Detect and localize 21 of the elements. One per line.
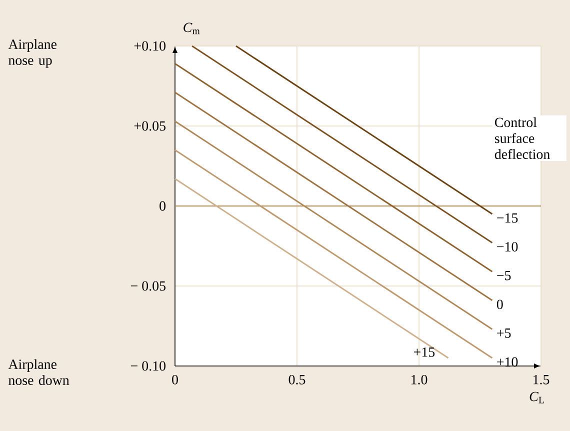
y-tick-label: 0 <box>160 201 166 211</box>
x-tick-label: 0.5 <box>288 374 306 384</box>
text: Airplane nose up <box>8 39 57 68</box>
series-label: +5 <box>497 328 511 338</box>
legend-title: Control surface deflection <box>494 117 550 160</box>
y-tick-label: − 0.05 <box>130 281 166 291</box>
series-label: +10 <box>497 357 518 367</box>
series-label: −10 <box>497 242 518 252</box>
x-tick-label: 0 <box>172 374 178 384</box>
y-axis-title: C$_{m}$ <box>184 22 200 34</box>
text: Airplane nose down <box>8 359 70 385</box>
x-tick-label: 1.5 <box>534 374 550 384</box>
series-label: 0 <box>496 300 503 310</box>
x-tick-label: 1.0 <box>412 374 428 384</box>
y-tick-label: +0.05 <box>134 121 166 131</box>
series-label: +15 <box>414 347 435 357</box>
series-label: −5 <box>497 270 511 280</box>
y-tick-label: +0.10 <box>134 41 166 51</box>
y-tick-label: − 0.10 <box>130 361 166 371</box>
x-axis-title: C$_{L}$ <box>530 392 544 404</box>
series-label: −15 <box>497 213 518 223</box>
